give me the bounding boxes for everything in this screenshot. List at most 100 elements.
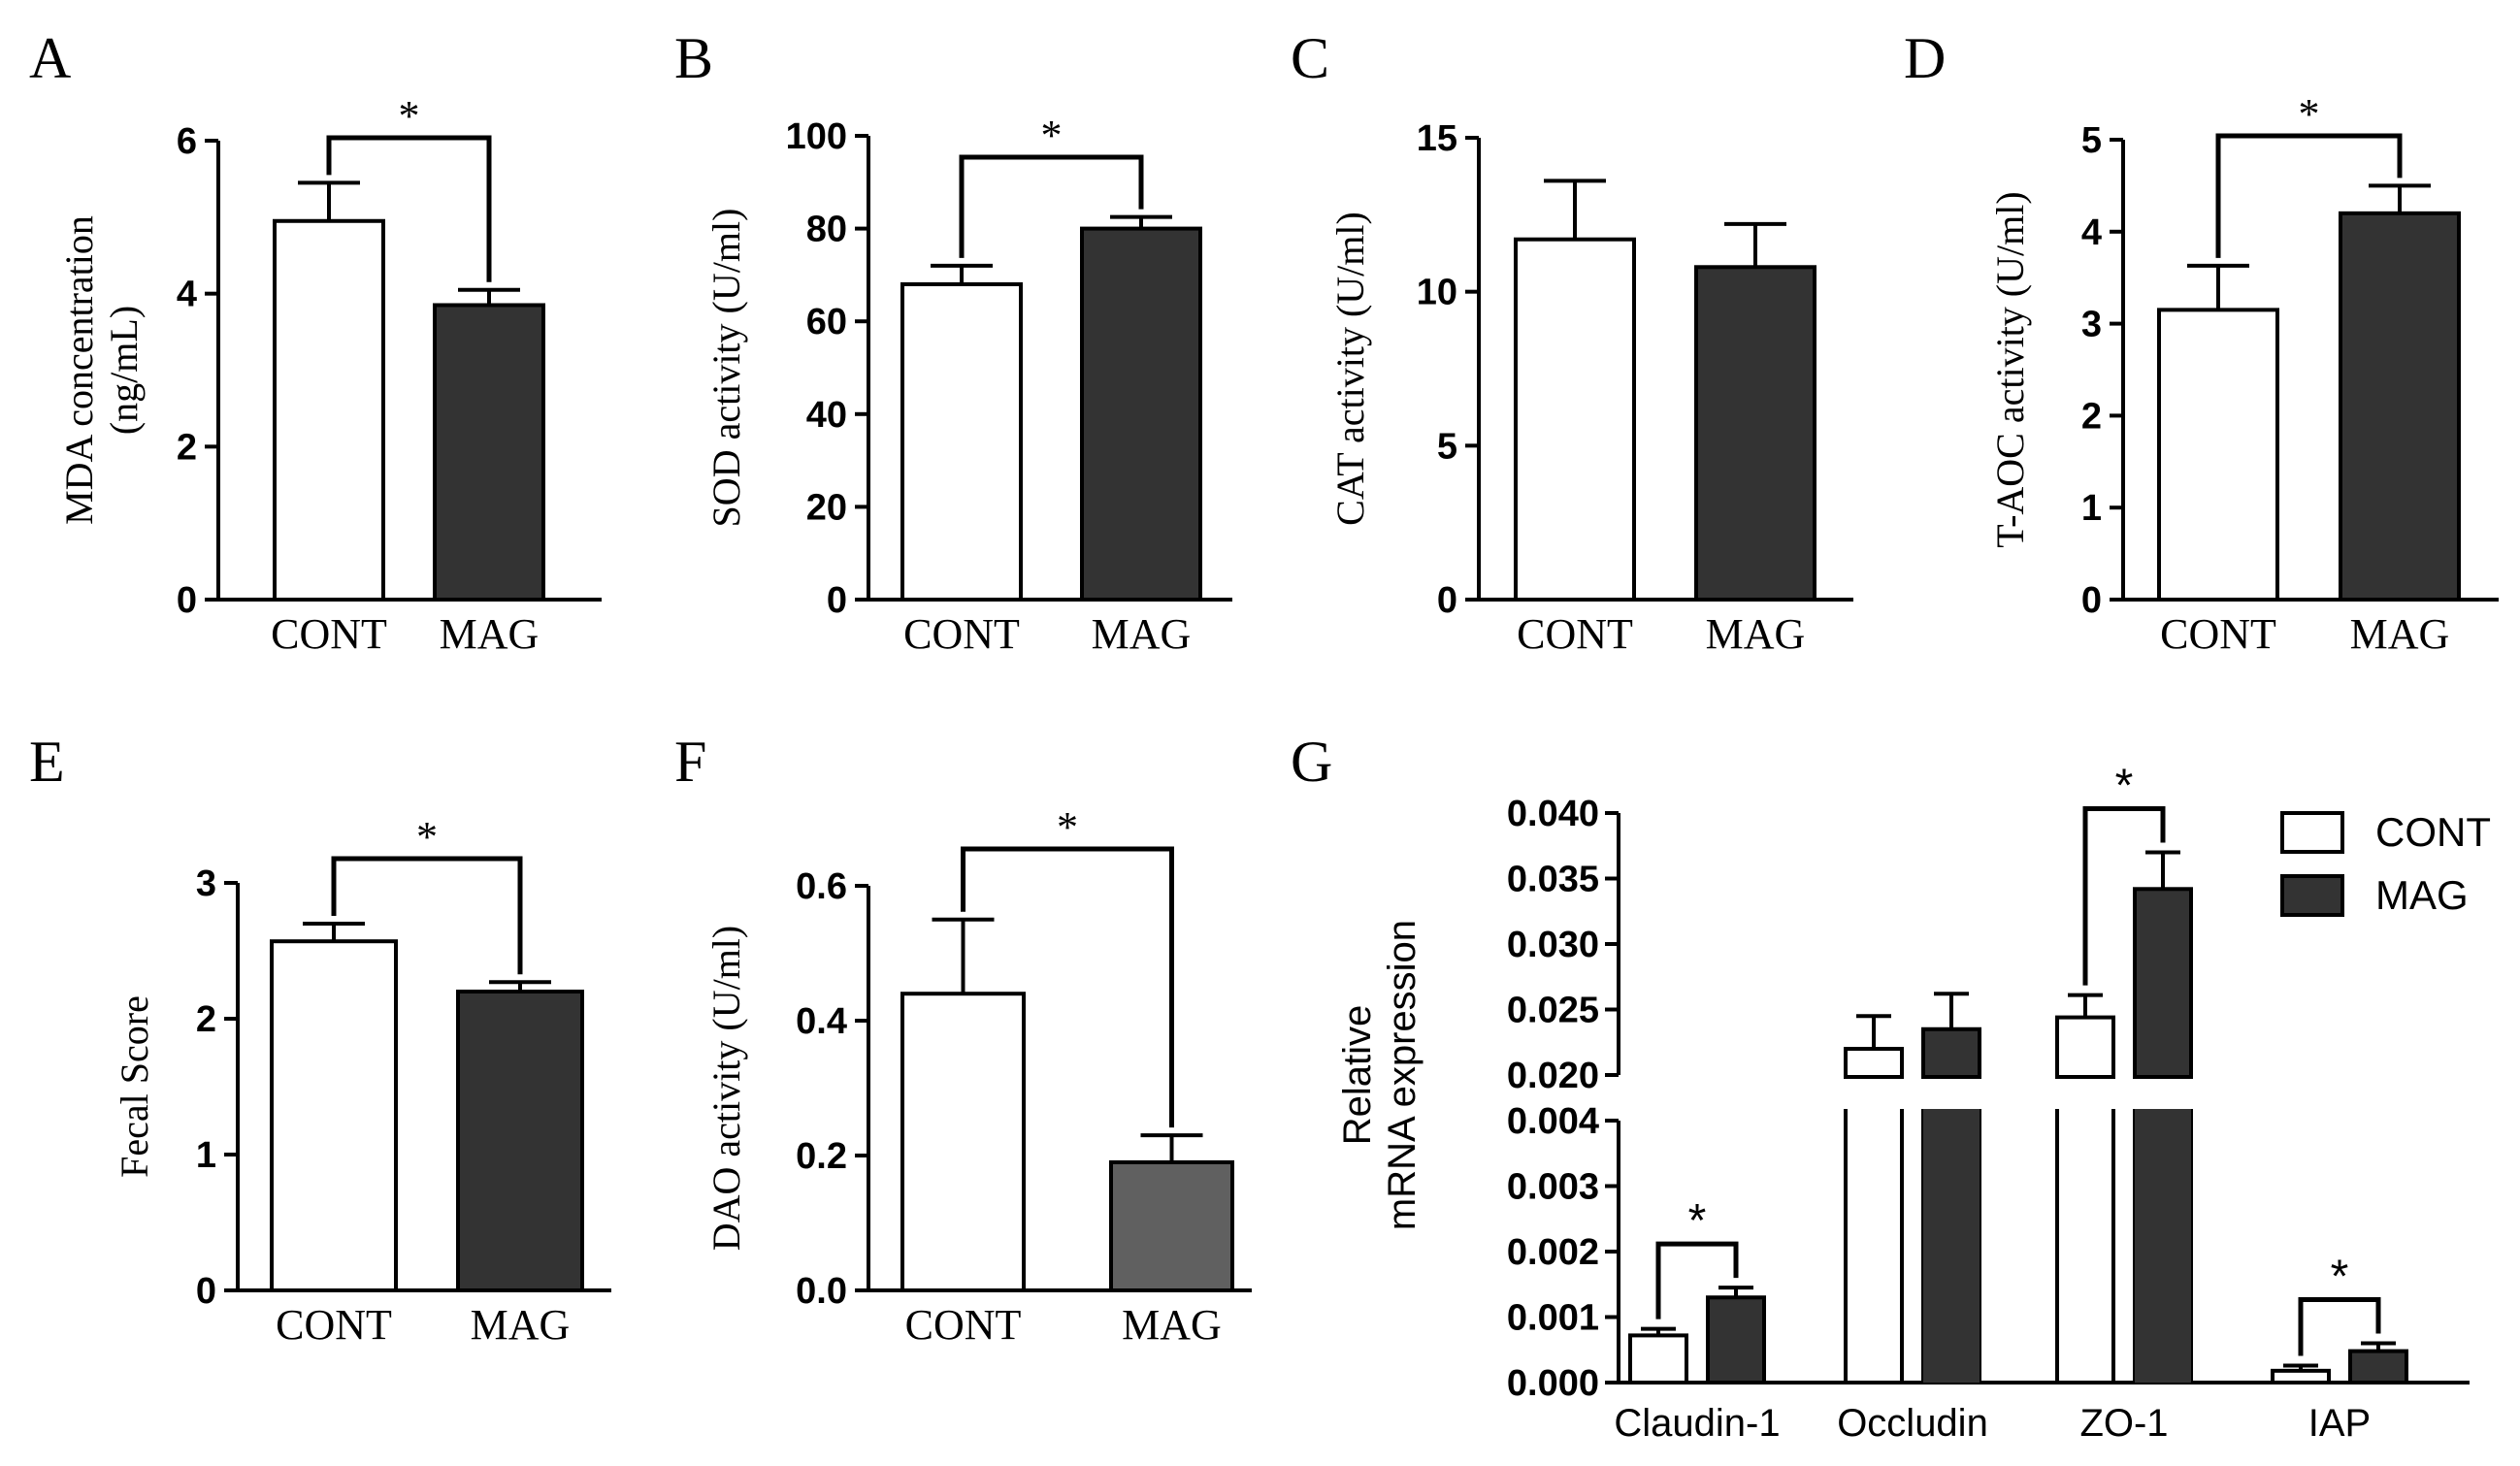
- y-tick-label: 10: [1417, 273, 1457, 313]
- x-tick-label: MAG: [1122, 1301, 1222, 1349]
- y-tick-label: 2: [2081, 396, 2102, 437]
- y-tick-label: 0: [1437, 580, 1457, 621]
- panel-letter-G: G: [1291, 730, 1332, 794]
- panel-letter-F: F: [674, 730, 706, 794]
- y-axis-label: mRNA expression: [1381, 920, 1424, 1230]
- y-tick-label: 1: [196, 1135, 216, 1176]
- y-tick-label: 4: [2081, 212, 2102, 253]
- y-axis-label: CAT activity (U/ml): [1328, 212, 1372, 526]
- significance-star: *: [1688, 1195, 1707, 1247]
- y-axis-label: (ng/mL): [102, 306, 146, 435]
- bar-cont-lower: [1844, 1109, 1904, 1383]
- bar-mag-upper: [2133, 887, 2193, 1079]
- x-tick-label: CONT: [905, 1301, 1022, 1349]
- significance-star: *: [1041, 112, 1063, 159]
- x-tick-label: CONT: [271, 610, 387, 658]
- y-tick-label: 100: [786, 116, 847, 157]
- y-axis-label: T-AOC activity (U/ml): [1988, 191, 2032, 547]
- y-tick-label: 0.6: [796, 866, 847, 907]
- y-tick-label: 5: [1437, 426, 1457, 467]
- x-tick-label: MAG: [440, 610, 540, 658]
- y-tick-label: 0: [827, 580, 847, 621]
- x-tick-label: MAG: [1092, 610, 1192, 658]
- bar-cont: [1628, 1333, 1688, 1385]
- bar-mag: [433, 303, 545, 602]
- significance-bracket: [961, 846, 1174, 1128]
- y-tick-label: 0.2: [796, 1136, 847, 1177]
- y-tick-label: 1: [2081, 488, 2102, 529]
- bar-cont-lower: [2055, 1109, 2115, 1383]
- bar-cont: [273, 218, 385, 602]
- panel-letter-D: D: [1904, 26, 1946, 90]
- y-tick-label: 3: [196, 863, 216, 904]
- x-tick-label: CONT: [276, 1301, 392, 1349]
- significance-star: *: [2115, 761, 2134, 812]
- x-tick-label: ZO-1: [2079, 1402, 2168, 1445]
- significance-star: *: [2331, 1252, 2349, 1303]
- bar-mag: [2339, 211, 2461, 602]
- bar-mag: [456, 990, 584, 1292]
- y-tick-label: 0.003: [1507, 1167, 1599, 1208]
- y-tick-label: 60: [806, 302, 847, 342]
- bar-mag: [2348, 1349, 2408, 1385]
- y-tick-label: 40: [806, 395, 847, 436]
- bar-cont: [270, 939, 398, 1292]
- y-tick-label: 2: [177, 427, 197, 468]
- legend-swatch-mag: [2280, 874, 2344, 917]
- y-tick-label: 4: [177, 275, 197, 315]
- bar-cont-upper: [1844, 1047, 1904, 1079]
- y-tick-label: 80: [806, 210, 847, 250]
- y-tick-label: 0: [196, 1271, 216, 1312]
- bar-cont: [1514, 237, 1636, 602]
- y-tick-label: 0.0: [796, 1271, 847, 1312]
- panel-letter-C: C: [1291, 26, 1329, 90]
- bar-mag-lower-fill: [2135, 1109, 2191, 1383]
- x-tick-label: CONT: [2160, 610, 2276, 658]
- bar-cont: [2157, 308, 2279, 602]
- significance-bracket: [959, 154, 1144, 258]
- panel-letter-B: B: [674, 26, 713, 90]
- x-tick-label: Occludin: [1837, 1402, 1988, 1445]
- x-tick-label: IAP: [2308, 1402, 2371, 1445]
- y-axis-label: Fecal Score: [113, 995, 156, 1178]
- y-axis-label: SOD activity (U/ml): [704, 209, 748, 528]
- legend-swatch-cont: [2280, 811, 2344, 854]
- y-tick-label: 5: [2081, 120, 2102, 161]
- bar-mag: [1694, 265, 1816, 602]
- x-tick-label: CONT: [903, 610, 1020, 658]
- y-tick-label: 0.025: [1507, 991, 1599, 1031]
- significance-star: *: [2299, 90, 2320, 138]
- y-tick-label: 20: [806, 487, 847, 528]
- y-tick-label: 6: [177, 121, 197, 162]
- y-tick-label: 0: [2081, 580, 2102, 621]
- bar-cont: [900, 281, 1023, 602]
- y-tick-label: 0.000: [1507, 1363, 1599, 1404]
- panel-letter-A: A: [29, 26, 71, 90]
- y-tick-label: 2: [196, 999, 216, 1040]
- y-tick-label: 0: [177, 580, 197, 621]
- legend-label: CONT: [2375, 809, 2491, 855]
- significance-bracket: [2215, 133, 2403, 258]
- significance-bracket: [331, 856, 523, 975]
- y-tick-label: 0.004: [1507, 1101, 1599, 1142]
- bar-mag: [1706, 1295, 1766, 1385]
- y-tick-label: 0.035: [1507, 860, 1599, 900]
- bar-cont: [900, 992, 1026, 1292]
- panel-letter-E: E: [29, 730, 65, 794]
- significance-bracket: [2082, 806, 2166, 986]
- bar-cont: [2271, 1368, 2331, 1385]
- y-tick-label: 0.4: [796, 1001, 847, 1042]
- x-tick-label: MAG: [471, 1301, 571, 1349]
- y-axis-label: DAO activity (U/ml): [704, 926, 748, 1252]
- x-tick-label: Claudin-1: [1614, 1402, 1780, 1445]
- y-tick-label: 0.020: [1507, 1056, 1599, 1096]
- bar-mag-upper: [1921, 1026, 1981, 1079]
- significance-bracket: [1655, 1241, 1739, 1319]
- y-tick-label: 15: [1417, 118, 1457, 159]
- bar-mag-lower-fill: [1923, 1109, 1980, 1383]
- legend-label: MAG: [2375, 872, 2469, 918]
- significance-star: *: [399, 92, 420, 140]
- bar-cont-upper: [2055, 1015, 2115, 1079]
- significance-bracket: [326, 135, 492, 282]
